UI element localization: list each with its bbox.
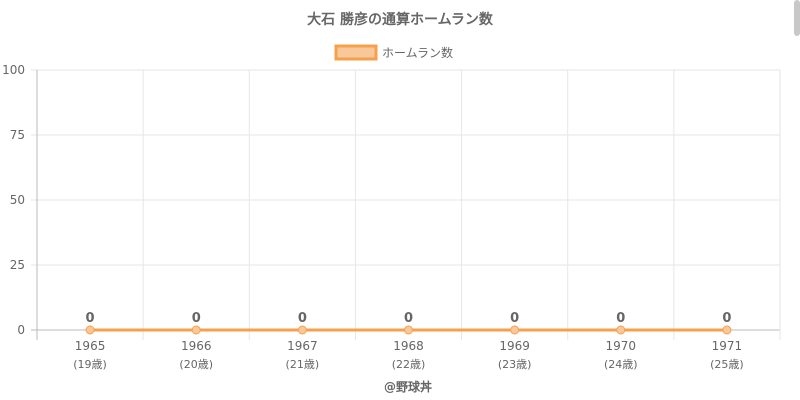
x-tick-label: 1971 [712, 339, 743, 353]
data-point[interactable] [85, 325, 95, 335]
x-axis: 1965 (19歳) 1966 (20歳) 1967 (21歳) 1968 (22歳) 1969… [73, 339, 743, 371]
y-tick-label: 75 [10, 128, 25, 142]
data-point[interactable] [297, 325, 307, 335]
x-tick-label: 1967 [287, 339, 318, 353]
grid [31, 69, 781, 340]
y-tick-label: 50 [10, 193, 25, 207]
x-tick-label: 1968 [393, 339, 424, 353]
data-point[interactable] [722, 325, 732, 335]
y-tick-label: 0 [17, 323, 25, 337]
data-point[interactable] [616, 325, 626, 335]
data-point[interactable] [191, 325, 201, 335]
legend-label: ホームラン数 [382, 45, 453, 60]
legend-swatch [334, 44, 378, 61]
x-tick-sublabel: (21歳) [286, 358, 320, 371]
x-tick-sublabel: (24歳) [604, 358, 638, 371]
scrollbar[interactable] [794, 0, 800, 36]
x-tick-sublabel: (23歳) [498, 358, 532, 371]
data-label: 0 [86, 311, 95, 326]
data-label: 0 [298, 311, 307, 326]
data-point[interactable] [404, 325, 413, 335]
credit: @野球丼 [384, 379, 432, 394]
data-label: 0 [510, 311, 519, 326]
data-label: 0 [616, 311, 625, 326]
x-tick-label: 1965 [75, 339, 106, 353]
data-label: 0 [192, 311, 201, 326]
legend[interactable]: ホームラン数 [334, 44, 453, 61]
data-point[interactable] [510, 325, 520, 335]
data-label: 0 [722, 311, 731, 326]
x-tick-label: 1970 [606, 339, 637, 353]
chart-title: 大石 勝彦の通算ホームラン数 [307, 11, 494, 28]
x-tick-label: 1966 [181, 339, 212, 353]
x-tick-sublabel: (22歳) [392, 358, 426, 371]
data-label: 0 [404, 311, 413, 326]
y-tick-label: 100 [2, 63, 25, 77]
data-labels: 0 0 0 0 0 0 0 [86, 311, 732, 326]
x-tick-sublabel: (20歳) [179, 358, 213, 371]
x-tick-sublabel: (25歳) [710, 358, 744, 371]
y-axis: 0 25 50 75 100 [2, 63, 25, 337]
series-homerun [85, 325, 732, 335]
y-tick-label: 25 [10, 258, 25, 272]
x-tick-label: 1969 [499, 339, 530, 353]
x-tick-sublabel: (19歳) [73, 358, 107, 371]
